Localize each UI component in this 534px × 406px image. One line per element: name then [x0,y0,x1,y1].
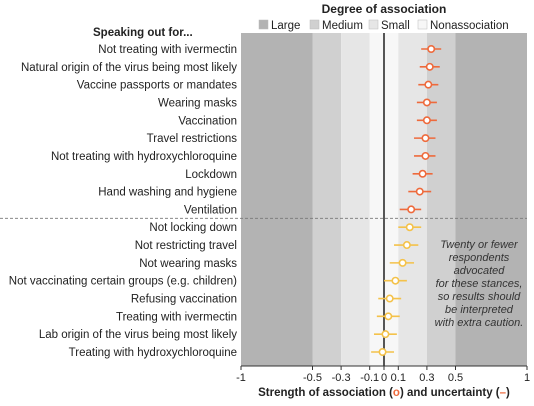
x-axis-label-mid: ) and uncertainty ( [400,387,500,399]
row-label: Natural origin of the virus being most l… [21,62,237,74]
data-row: Not wearing masks [139,258,415,270]
x-tick-label: -0.3 [332,372,351,384]
row-label: Lab origin of the virus being most likel… [39,329,237,341]
row-label: Not locking down [149,222,237,234]
estimate-point [384,312,393,321]
estimate-point [427,44,436,53]
band-medium [312,33,342,366]
data-row: Ventilation [184,204,422,216]
row-label: Not wearing masks [139,258,237,270]
data-rows: Not treating with ivermectin Natural orig… [9,44,442,359]
row-label: Treating with ivermectin [116,311,237,323]
caution-note-line: for these stances, [436,278,523,290]
estimate-point [422,98,431,107]
y-axis-header: Speaking out for... [93,27,193,39]
caution-note-line: with extra caution. [435,317,524,329]
x-tick-label: -0.5 [303,372,322,384]
estimate-point [381,330,390,339]
data-row: Travel restrictions [147,133,436,145]
row-label: Travel restrictions [147,133,238,145]
row-label: Wearing masks [158,97,237,109]
x-tick-label: 0.5 [448,372,463,384]
row-label: Not treating with hydroxychloroquine [51,151,237,163]
data-row: Not restricting travel [135,240,419,252]
legend-swatch-large [258,19,269,30]
band-large [455,33,527,366]
data-row: Treating with ivermectin [116,311,400,323]
row-label: Not treating with ivermectin [98,44,237,56]
legend-swatch-small [368,19,379,30]
data-row: Not treating with hydroxychloroquine [51,151,436,163]
data-row: Wearing masks [158,97,437,109]
legend-label-small: Small [381,20,410,32]
x-tick-label: 1 [524,372,530,384]
x-axis-label: Strength of association (o) and uncertai… [258,387,510,399]
estimate-point [402,241,411,250]
row-label: Not restricting travel [135,240,237,252]
estimate-point [378,347,387,356]
band-small [341,33,370,366]
data-row: Lockdown [185,169,433,181]
data-row: Refusing vaccination [131,294,402,306]
data-row: Vaccine passports or mandates [77,80,439,92]
x-tick-label: -1 [236,372,246,384]
estimate-point [418,169,427,178]
band-small [398,33,427,366]
legend-swatch-nonassociation [417,19,428,30]
estimate-point [425,62,434,71]
caution-note-line: be interpreted [445,304,514,316]
data-row: Not locking down [149,222,422,234]
row-label: Lockdown [185,169,237,181]
data-row: Hand washing and hygiene [98,187,432,199]
caution-note-line: advocated [454,265,506,277]
estimate-point [391,276,400,285]
data-row: Treating with hydroxychloroquine [69,347,395,359]
caution-note-line: respondents [449,252,510,264]
data-row: Vaccination [178,115,437,127]
row-label: Not vaccinating certain groups (e.g. chi… [9,276,237,288]
legend-label-nonassociation: Nonassociation [430,20,509,32]
x-axis-label-main: Strength of association ( [258,387,393,399]
estimate-point [405,223,414,232]
data-row: Natural origin of the virus being most l… [21,62,440,74]
data-row: Not vaccinating certain groups (e.g. chi… [9,276,407,288]
estimate-point [421,134,430,143]
row-label: Treating with hydroxychloroquine [69,347,237,359]
data-row: Lab origin of the virus being most likel… [39,329,397,341]
row-label: Vaccine passports or mandates [77,80,237,92]
estimate-point [415,187,424,196]
caution-note-line: Twenty or fewer [440,239,519,251]
x-tick-label: 0.3 [419,372,434,384]
band-medium [426,33,456,366]
legend-label-medium: Medium [322,20,363,32]
x-tick-label: -0.1 [360,372,379,384]
x-axis: -1 -0.5 -0.3 -0.1 0 0.1 0.3 0.5 1 [236,365,530,384]
estimate-point [424,80,433,89]
data-row: Not treating with ivermectin [98,44,442,56]
estimate-point [421,151,430,160]
legend-label-large: Large [271,20,300,32]
row-label: Vaccination [178,115,237,127]
legend-title: Degree of association [322,2,447,16]
x-tick-label: 0 [381,372,387,384]
point-glyph: o [393,387,400,399]
caution-note-line: so results should [438,291,521,303]
x-tick-label: 0.1 [391,372,406,384]
row-label: Hand washing and hygiene [98,187,237,199]
row-label: Ventilation [184,204,237,216]
line-glyph: – [500,387,507,399]
row-label: Refusing vaccination [131,294,237,306]
estimate-point [398,258,407,267]
legend: Degree of association Large Medium Small No… [258,2,509,32]
x-axis-label-end: ) [506,387,510,399]
legend-swatch-medium [309,19,320,30]
estimate-point [422,116,431,125]
estimate-point [385,294,394,303]
estimate-point [407,205,416,214]
band-large [241,33,313,366]
